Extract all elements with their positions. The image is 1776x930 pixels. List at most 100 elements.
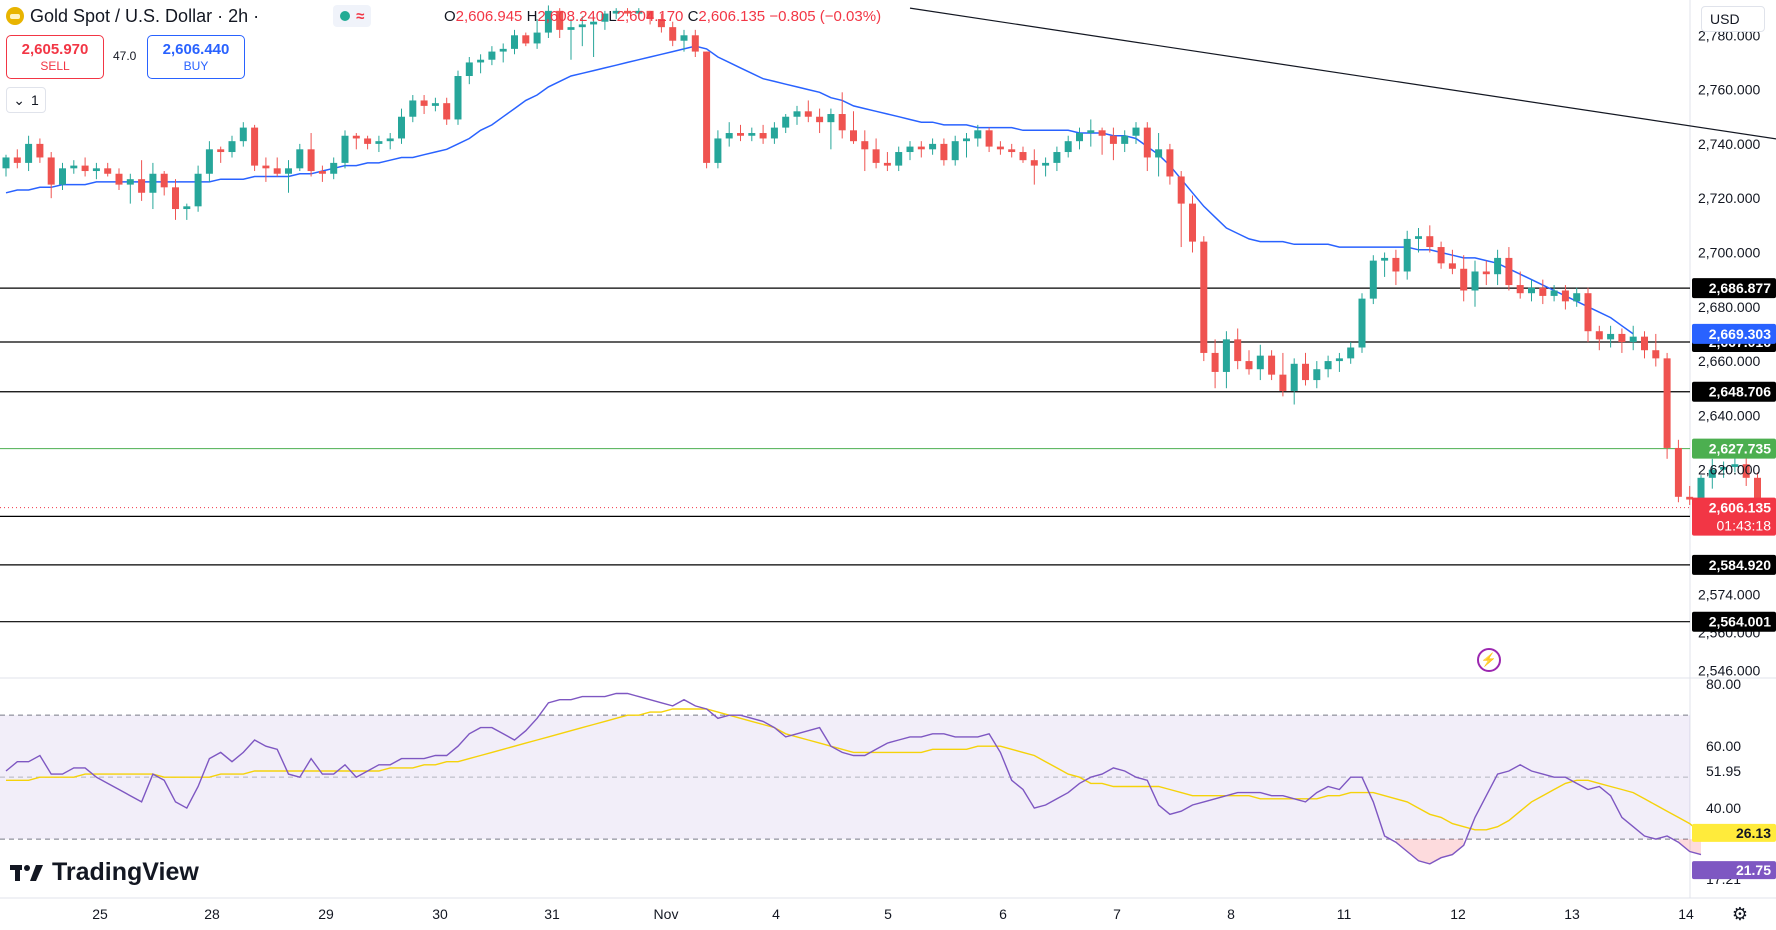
candle-body [895,152,903,166]
candle [70,160,78,174]
candle [624,8,631,17]
candle-body [816,116,824,123]
candle-body [1109,135,1117,144]
candle [1200,236,1208,362]
candle [782,114,790,134]
candle-body [307,149,315,172]
candle-body [1177,176,1185,204]
time-tick-label: 8 [1227,906,1235,922]
time-tick-label: 25 [92,906,108,922]
symbol-title[interactable]: Gold Spot / U.S. Dollar · 2h · [30,5,260,26]
candle [1211,339,1219,389]
candle [804,100,812,123]
last-price-text: 2,606.135 [1709,500,1771,516]
candle [47,152,55,199]
candle-body [1076,133,1083,142]
candle [149,162,157,210]
candle [104,162,112,177]
candle [714,130,722,169]
candle [1584,287,1592,343]
candle [488,46,496,66]
rsi-ma-value-tag-text: 26.13 [1736,825,1771,841]
candle [691,29,699,58]
change-value: −0.805 (−0.03%) [769,8,882,25]
candle [906,141,914,161]
candle-body [318,171,326,174]
candle [770,122,778,144]
candle [1618,328,1626,353]
candle-body [985,130,993,147]
level-price-tag-text: 2,584.920 [1709,557,1771,573]
tradingview-mark-icon [10,864,43,881]
candle [454,70,462,125]
candle [1279,352,1287,397]
candle-body [1087,130,1095,134]
candle-body [612,10,620,14]
candle [1403,230,1411,280]
price-tick-label: 2,680.000 [1698,299,1760,315]
candle-body [1437,247,1445,264]
candle-body [917,146,925,150]
candle [499,43,507,63]
candle-body [1652,350,1660,359]
gear-icon[interactable]: ⚙ [1731,904,1749,924]
lightning-alert-icon[interactable]: ⚡ [1477,648,1501,672]
candle-body [194,173,202,207]
candle-body [1708,469,1716,478]
brand-text: TradingView [52,858,199,886]
candle [737,124,744,142]
candle-body [1528,287,1535,294]
low-value: 2,604.170 [616,8,684,25]
level-price-tag: 2,648.706 [1692,381,1776,402]
candle-body [691,35,699,52]
buy-price: 2,606.440 [162,41,230,58]
quantity-dropdown[interactable]: ⌄ 1 [6,87,46,113]
candle-body [499,48,507,52]
buy-button[interactable]: 2,606.440 BUY [147,35,245,79]
candle-body [1471,271,1479,291]
level-price-tag-bg [1692,381,1776,402]
candle [1042,157,1050,177]
candle-body [1595,331,1603,340]
candle [556,8,564,39]
sell-label: SELL [40,59,70,73]
candle-body [883,162,891,166]
candle [680,29,688,52]
candle-body [217,149,225,153]
candle [2,154,10,177]
sell-button[interactable]: 2,605.970 SELL [6,35,104,79]
candle [872,138,880,169]
candle [929,138,937,155]
candle [1335,352,1343,372]
candle-body [1279,374,1287,391]
price-tick-label: 2,620.000 [1698,462,1760,478]
time-tick-label: 14 [1678,906,1694,922]
candle-body [1584,293,1592,332]
candle [1177,171,1185,248]
currency-selector[interactable]: USD [1701,6,1765,32]
candle [13,149,21,169]
candle [1516,271,1524,299]
candle [115,168,123,191]
candle [307,133,315,177]
candle-body [1166,149,1174,177]
status-pill[interactable]: ≈ [333,5,372,27]
candle [759,124,767,144]
price-tick-label: 2,574.000 [1698,587,1760,603]
candle [1166,143,1174,185]
candle-body [420,100,428,106]
candle [217,146,225,163]
candle-body [770,127,778,139]
countdown-text: 01:43:18 [1717,518,1772,534]
candle [1222,331,1230,389]
candle [183,203,191,220]
candle-body [375,141,383,144]
candle [420,95,428,115]
candle-body [1222,339,1230,372]
candle [409,95,417,123]
candle-body [160,173,168,188]
candle [590,16,598,58]
candle [364,135,372,150]
candle-body [1324,361,1332,370]
